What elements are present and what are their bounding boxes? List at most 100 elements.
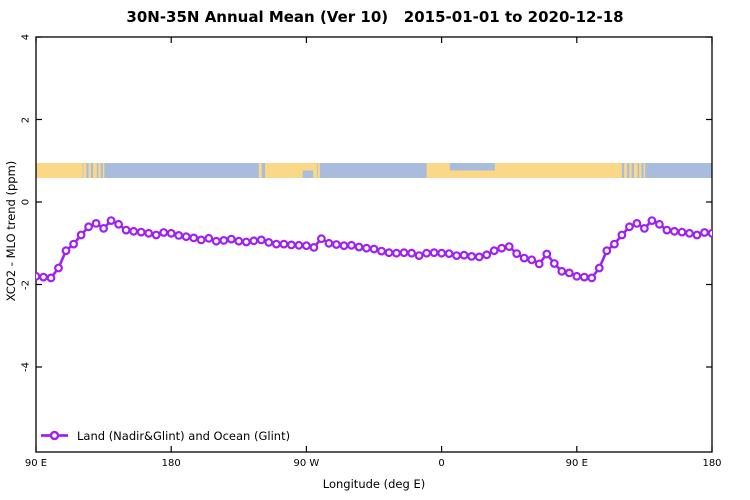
data-point-marker [670,226,679,236]
map-strip-land-segment [102,163,105,178]
data-point-marker [542,249,552,259]
data-point-marker [640,223,649,233]
data-point-marker [174,230,184,240]
y-tick-label: -4 [20,362,32,372]
map-strip-ocean-notch [449,163,495,171]
data-series-group [36,216,712,283]
data-point-marker [384,248,394,258]
y-tick-label: 2 [20,116,32,123]
data-point-marker [106,216,116,226]
data-point-marker [272,239,281,249]
data-point-marker [114,219,123,229]
data-point-marker [594,263,604,273]
x-axis-title: Longitude (deg E) [322,477,426,491]
data-point-marker [91,218,101,228]
data-point-marker [121,225,131,235]
data-point-marker [655,219,664,229]
data-point-marker [219,235,229,245]
x-tick-label: 0 [438,458,445,469]
y-axis-title: XCO2 - MLO trend (ppm) [4,160,18,302]
map-strip-land-segment [633,163,638,178]
data-point-marker [625,222,634,232]
data-point-marker [617,230,627,240]
map-strip-land-segment [639,163,642,178]
data-point-marker [692,230,702,240]
data-point-marker [572,271,582,281]
data-point-marker [422,248,432,258]
data-point-marker [241,237,251,247]
data-point-marker [36,271,41,281]
map-strip-land-segment [83,163,87,178]
data-point-marker [512,249,522,259]
data-point-marker [662,225,672,235]
data-point-marker [256,235,266,245]
map-strip-land-segment [624,163,628,178]
y-tick-label: 0 [20,198,32,206]
map-strip-land-segment [258,163,262,178]
x-tick-label: 90 E [565,458,588,469]
data-point-marker [302,241,311,251]
data-point-marker [527,255,537,265]
data-point-marker [317,234,326,244]
data-point-marker [489,246,499,256]
plot-border [35,36,713,453]
data-point-marker [287,240,296,250]
data-point-marker [39,272,48,282]
data-point-marker [264,237,274,247]
data-point-marker [46,273,56,283]
data-point-marker [392,248,401,258]
data-point-marker [136,227,146,237]
data-point-marker [497,243,507,253]
data-point-marker [362,243,371,253]
data-point-marker [84,222,93,232]
data-point-marker [339,241,349,251]
data-point-marker [347,240,356,250]
legend-label: Land (Nadir&Glint) and Ocean (Glint) [77,429,291,443]
data-point-marker [579,272,589,282]
data-point-marker [332,240,341,249]
data-point-marker [151,230,161,240]
data-point-marker [534,259,544,269]
data-point-marker [69,239,78,249]
data-point-marker [196,235,206,245]
map-strip-ocean-notch [302,170,314,178]
x-tick-label: 90 W [293,458,320,469]
data-point-marker [677,227,687,237]
data-point-marker [564,268,574,278]
data-point-marker [452,251,462,261]
data-point-marker [309,242,319,252]
data-point-marker [414,251,424,261]
data-point-marker [647,216,657,226]
data-point-marker [129,226,139,236]
data-point-marker [482,250,492,260]
data-point-marker [294,240,304,250]
data-point-marker [226,234,236,244]
chart-title: 30N-35N Annual Mean (Ver 10) 2015-01-01 … [126,8,624,26]
x-tick-label: 180 [161,458,181,469]
map-strip-land-segment [36,163,83,178]
data-point-marker [159,228,169,237]
data-point-marker [429,248,439,258]
data-point-marker [204,233,214,243]
data-point-marker [504,242,514,252]
map-strip-land-segment [88,163,91,178]
data-point-marker [587,273,597,283]
data-point-marker [557,266,567,276]
data-point-marker [234,236,244,246]
legend-marker-sample [49,430,60,441]
data-point-marker [279,239,289,249]
data-point-marker [459,250,469,260]
data-point-marker [54,263,63,273]
y-tick-label: -2 [20,279,32,290]
data-point-marker [610,239,619,249]
map-strip-land-segment [317,163,320,178]
data-point-marker [437,248,447,258]
data-point-marker [407,248,417,258]
y-tick-label: 4 [20,33,32,41]
data-point-marker [602,246,612,256]
map-strip-land-segment [629,163,632,178]
data-point-marker [189,233,199,243]
data-point-marker [181,232,191,242]
map-strip-land-segment [98,163,101,178]
